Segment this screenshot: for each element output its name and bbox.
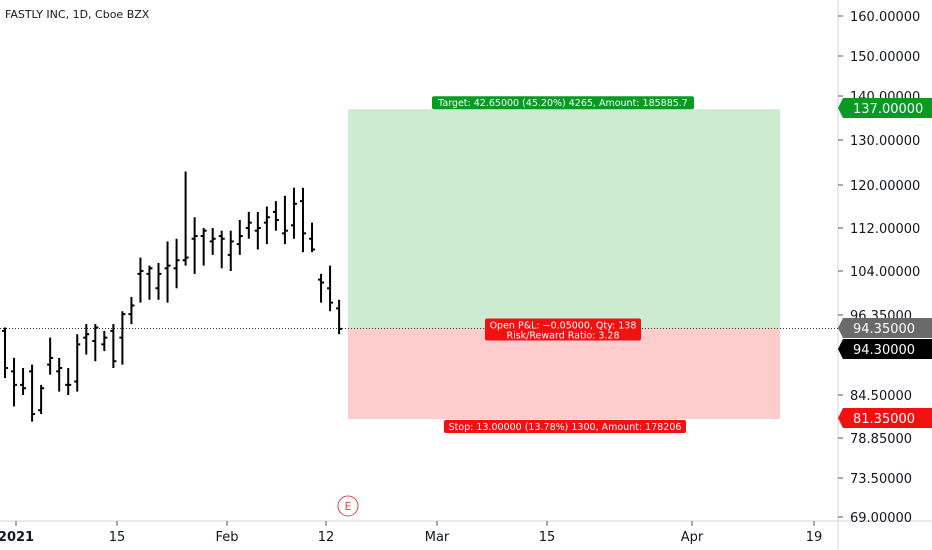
- price-bar: [227, 230, 234, 271]
- price-bar: [38, 384, 45, 415]
- target-zone[interactable]: [348, 109, 780, 329]
- price-tick-label: 104.00000: [850, 265, 920, 280]
- price-tick-label: 84.50000: [850, 389, 912, 404]
- price-bar: [83, 324, 90, 355]
- price-bar: [309, 222, 316, 253]
- price-tick-label: 160.00000: [850, 10, 920, 25]
- price-tick-label: 69.00000: [850, 511, 912, 526]
- time-tick-label: 19: [806, 530, 823, 545]
- price-bar: [245, 211, 252, 239]
- stop-zone[interactable]: [348, 328, 780, 419]
- price-bar: [101, 330, 108, 352]
- price-bar: [281, 195, 288, 245]
- price-bar: [218, 230, 225, 269]
- entry-price-tag-text: 94.35000: [853, 322, 915, 337]
- stop-label[interactable]: Stop: 13.00000 (13.78%) 1300, Amount: 17…: [444, 419, 686, 433]
- time-axis[interactable]: 2021 15 Feb 12 Mar 15 Apr 19: [0, 521, 822, 545]
- price-bars: [2, 171, 343, 422]
- price-bar: [146, 265, 153, 300]
- target-label[interactable]: Target: 42.65000 (45.20%) 4265, Amount: …: [432, 96, 694, 110]
- price-bar: [299, 187, 306, 253]
- price-bar: [110, 324, 117, 368]
- stop-label-text: Stop: 13.00000 (13.78%) 1300, Amount: 17…: [449, 422, 682, 433]
- price-tick-label: 73.50000: [850, 472, 912, 487]
- price-bar: [191, 217, 198, 274]
- price-bar: [11, 357, 18, 407]
- entry-price-tag: 94.35000: [838, 318, 932, 338]
- price-bar: [56, 357, 63, 392]
- price-bar: [119, 311, 126, 365]
- price-bar: [2, 327, 8, 379]
- stop-price-tag-text: 81.35000: [853, 412, 915, 427]
- open-pnl-text: Open P&L: −0.05000, Qty: 138: [490, 321, 637, 332]
- pnl-label[interactable]: Open P&L: −0.05000, Qty: 138 Risk/Reward…: [485, 318, 641, 342]
- price-bar: [137, 257, 144, 303]
- price-bar: [272, 201, 279, 231]
- price-bar: [254, 211, 261, 250]
- price-bar: [92, 324, 99, 362]
- time-tick-label: Feb: [215, 530, 238, 545]
- price-tick-label: 78.85000: [850, 432, 912, 447]
- price-bar: [128, 296, 135, 325]
- price-tick-label: 112.00000: [850, 222, 920, 237]
- price-bar: [182, 171, 189, 266]
- price-bar: [47, 337, 54, 375]
- time-tick-label: Mar: [425, 530, 450, 545]
- price-bar: [318, 273, 325, 303]
- price-bar: [336, 299, 343, 335]
- time-tick-label: Apr: [681, 530, 704, 545]
- price-axis[interactable]: 160.00000150.00000140.00000130.00000120.…: [838, 10, 920, 526]
- earnings-event-marker[interactable]: E: [337, 495, 359, 517]
- target-price-tag: 137.00000: [838, 98, 932, 118]
- risk-reward-text: Risk/Reward Ratio: 3.28: [506, 331, 619, 342]
- target-label-text: Target: 42.65000 (45.20%) 4265, Amount: …: [437, 98, 688, 109]
- price-bar: [20, 367, 27, 395]
- earnings-event-icon[interactable]: [337, 495, 359, 517]
- last-price-tag: 94.30000: [838, 339, 932, 359]
- price-bar: [74, 334, 81, 392]
- price-bar: [200, 228, 207, 266]
- price-tags: 137.00000 94.35000 94.30000 81.35000: [838, 98, 932, 428]
- last-price-tag-text: 94.30000: [853, 343, 915, 358]
- price-bar: [327, 265, 334, 312]
- price-bar: [164, 241, 171, 303]
- price-bar: [173, 238, 180, 289]
- price-bar: [209, 228, 216, 255]
- price-bar: [290, 187, 297, 239]
- chart-title: FASTLY INC, 1D, Cboe BZX: [5, 8, 150, 21]
- time-tick-label: 12: [318, 530, 335, 545]
- price-bar: [263, 206, 270, 245]
- price-tick-label: 130.00000: [850, 134, 920, 149]
- price-bar: [155, 262, 162, 300]
- time-tick-label: 15: [539, 530, 556, 545]
- price-tick-label: 120.00000: [850, 179, 920, 194]
- target-price-tag-text: 137.00000: [853, 102, 923, 117]
- time-tick-label: 2021: [0, 530, 34, 545]
- price-bar: [236, 219, 243, 255]
- earnings-event-letter: E: [345, 500, 352, 513]
- price-bar: [65, 367, 72, 395]
- price-tick-label: 150.00000: [850, 50, 920, 65]
- stop-price-tag: 81.35000: [838, 408, 932, 428]
- time-tick-label: 15: [109, 530, 126, 545]
- price-bar: [29, 364, 36, 422]
